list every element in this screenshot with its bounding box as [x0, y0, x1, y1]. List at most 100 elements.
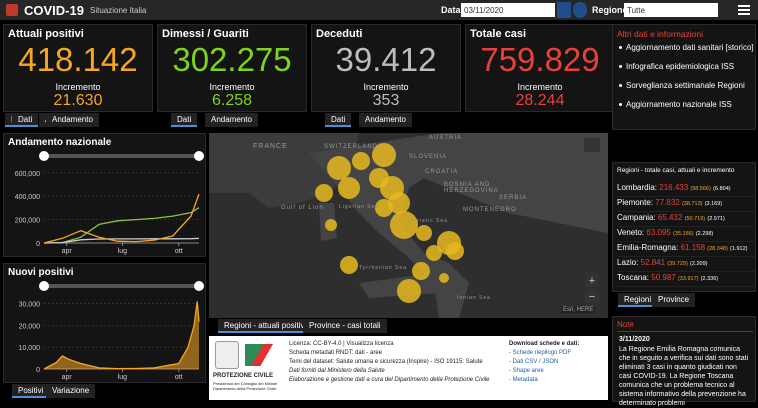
map-label: BOSNIA AND HERZEGOVINA	[444, 182, 499, 194]
region-increment: (2.298)	[695, 231, 714, 237]
region-increment: (6.804)	[713, 186, 731, 192]
license-line: Elaborazione e gestione dati a cura del …	[289, 377, 490, 383]
info-link[interactable]: Aggiornamento dati sanitari [storico]	[626, 43, 754, 52]
region-total: 61.158	[680, 243, 706, 252]
map: + − FRANCE SWITZERLAND AUSTRIA SLOVENIA CROA…	[209, 133, 608, 318]
kpi-title: Dimessi / Guariti	[162, 28, 249, 40]
tab[interactable]: Regioni	[618, 293, 658, 307]
region-total: 50.987	[651, 273, 676, 282]
tab[interactable]: Andamento	[46, 113, 99, 127]
kpi-increment-label: Incremento	[209, 82, 255, 92]
chart-title: Nuovi positivi	[8, 267, 74, 278]
map-canvas[interactable]: + −	[209, 133, 608, 318]
bullet	[619, 103, 622, 106]
zoom-in[interactable]	[585, 273, 599, 287]
kpi-increment: 21.630	[53, 92, 103, 109]
y-tick-label: 200,000	[15, 218, 40, 225]
x-tick-label: apr	[62, 374, 73, 381]
map-label: MONTENEGRO	[463, 207, 517, 213]
region-total: 216.433	[659, 183, 689, 192]
regions-title: Regioni - totale casi, attuali e increme…	[617, 167, 735, 174]
chart-panel: Nuovi positivi 0 10,000 20,000 30,000 apr lug o…	[3, 263, 206, 383]
download-link[interactable]: - Dati CSV / JSON	[509, 359, 559, 365]
y-tick-label: 600,000	[15, 171, 40, 178]
info-link[interactable]: Infografica epidemiologica ISS	[626, 62, 735, 71]
calendar-button[interactable]	[557, 2, 571, 18]
tab[interactable]: Variazione	[46, 384, 96, 398]
emblem	[215, 341, 239, 369]
notes-panel: Note 3/11/2020 La Regione Emilia Romagna c…	[612, 316, 756, 407]
slider-handle	[194, 281, 204, 291]
notes-text: La Regione Emilia Romagna comunica che i…	[619, 346, 749, 407]
kpi-increment: 28.244	[515, 92, 565, 109]
zoom-out[interactable]	[585, 289, 599, 303]
region-select[interactable]: Tutte	[624, 3, 718, 17]
tab[interactable]: Dati	[12, 113, 39, 127]
clock-button[interactable]	[573, 2, 587, 18]
kpi-value: 759.829	[480, 41, 600, 78]
tab[interactable]: Andamento	[359, 113, 412, 127]
region-name: Veneto:	[617, 228, 645, 237]
date-input[interactable]: 03/11/2020	[461, 3, 555, 17]
tab[interactable]: Regioni - attuali positivi	[218, 319, 313, 333]
map-label: SWITZERLAND	[324, 144, 379, 150]
kpi-increment-label: Incremento	[363, 82, 409, 92]
download-link[interactable]: - Shape aree	[509, 368, 544, 374]
region-total: 63.095	[646, 228, 671, 237]
layer-button[interactable]	[584, 138, 600, 152]
region-current: (39.729)	[667, 261, 688, 267]
line	[43, 193, 200, 244]
y-tick-label: 400,000	[15, 194, 40, 201]
region-row: Veneto: 63.095 (35.166) (2.298)	[617, 228, 755, 242]
region-total: 52.841	[640, 258, 666, 267]
tab[interactable]: Dati	[325, 113, 352, 127]
tab[interactable]: Dati	[171, 113, 198, 127]
tab[interactable]: Province - casi totali	[303, 319, 387, 333]
info-panel: Altri dati e informazioni Aggiornamento d…	[612, 24, 756, 130]
info-link[interactable]: Aggiornamento nazionale ISS	[626, 100, 732, 109]
map-label: Gulf of Lion	[281, 205, 324, 211]
region-increment: (2.209)	[690, 261, 708, 267]
x-tick-label: ott	[175, 248, 183, 255]
app-subtitle: Situazione Italia	[90, 6, 147, 15]
kpi-box: Dimessi / Guariti 302.275 Incremento 6.258	[157, 24, 307, 112]
region-label: Regione	[592, 5, 628, 15]
kpi-increment: 353	[372, 92, 400, 109]
tab[interactable]: Positivi	[12, 384, 50, 398]
region-row: Lazio: 52.841 (39.729) (2.209)	[617, 258, 755, 272]
map-label: Adriatic Sea	[409, 218, 448, 224]
map-label: SERBIA	[499, 195, 528, 201]
tab[interactable]: Andamento	[205, 113, 258, 127]
tab[interactable]: Province	[652, 293, 696, 307]
app-title: COVID-19	[24, 3, 84, 18]
kpi-title: Attuali positivi	[8, 28, 84, 40]
bullet	[619, 84, 622, 87]
logo-subtext: Presidenza del Consiglio dei Ministri Di…	[213, 381, 278, 391]
kpi-increment-label: Incremento	[517, 82, 563, 92]
region-row: Emilia-Romagna: 61.158 (28.348) (1.912)	[617, 243, 755, 257]
notes-separator	[617, 331, 753, 332]
region-increment: (2.336)	[700, 276, 719, 282]
x-tick-label: ott	[175, 374, 183, 381]
region-name: Lombardia:	[617, 183, 658, 192]
kpi-title: Totale casi	[470, 28, 527, 40]
region-row: Toscana: 50.987 (33.917) (2.336)	[617, 273, 755, 287]
download-link[interactable]: - Metadata	[509, 377, 538, 383]
menu-button[interactable]	[738, 5, 750, 15]
map-label: CROATIA	[425, 169, 459, 175]
map-label: Ionian Sea	[457, 295, 491, 301]
region-row: Lombardia: 216.433 (98.566) (6.804)	[617, 183, 755, 197]
x-tick-label: lug	[118, 248, 127, 255]
y-tick-label: 0	[36, 241, 40, 248]
download-link[interactable]: - Schede riepilogo PDF	[509, 350, 572, 356]
notes-title: Note	[617, 320, 634, 329]
chart: 0 10,000 20,000 30,000 apr lug ott	[19, 281, 204, 381]
region-increment: (1.912)	[730, 246, 748, 252]
region-row: Piemonte: 77.832 (38.713) (3.169)	[617, 198, 755, 212]
regions-panel: Regioni - totale casi, attuali e increme…	[612, 162, 756, 292]
info-link[interactable]: Sorveglianza settimanale Regioni	[626, 81, 745, 90]
chart-title: Andamento nazionale	[8, 137, 112, 148]
region-current: (98.566)	[690, 186, 711, 192]
region-name: Toscana:	[617, 273, 650, 282]
chart-panel: Andamento nazionale 0 200,000 400,000 600,00…	[3, 133, 206, 257]
